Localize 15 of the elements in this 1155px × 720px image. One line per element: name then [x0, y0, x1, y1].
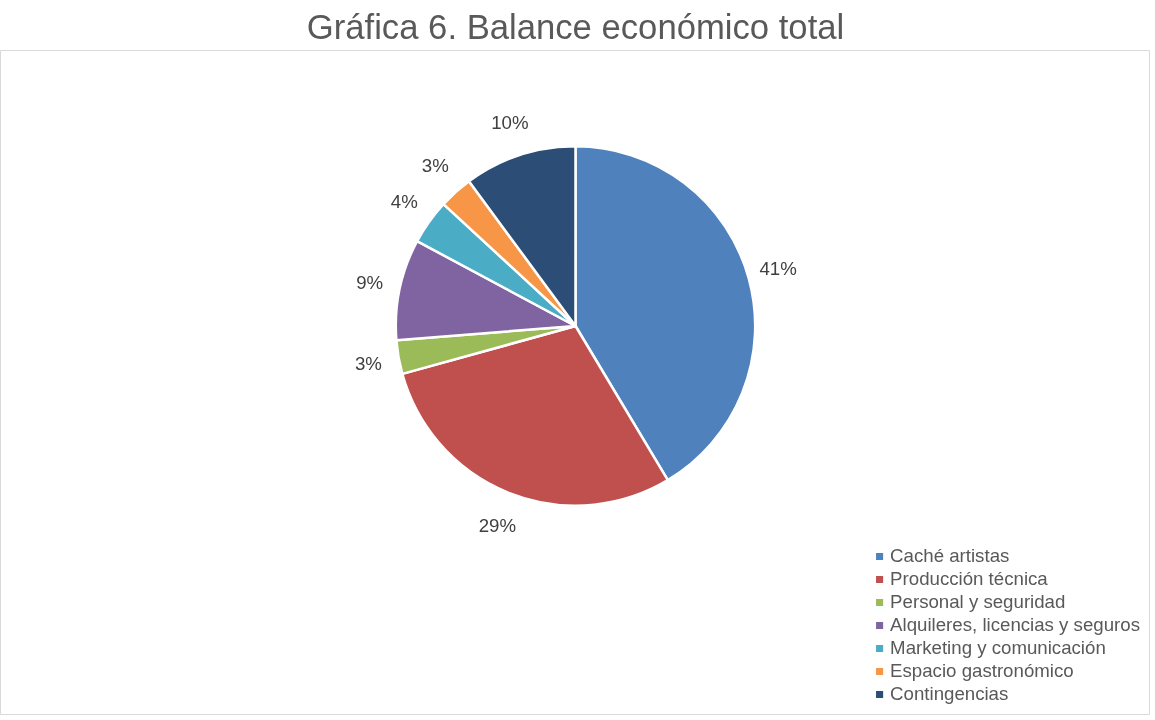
legend-label: Caché artistas	[890, 545, 1010, 567]
data-label: 3%	[354, 352, 382, 374]
data-label: 41%	[759, 258, 797, 280]
chart-title: Gráfica 6. Balance económico total	[306, 7, 845, 46]
data-label: 29%	[478, 514, 517, 536]
legend-label: Producción técnica	[890, 568, 1048, 590]
data-label: 10%	[491, 111, 529, 133]
legend-label: Marketing y comunicación	[890, 637, 1106, 659]
legend-label: Contingencias	[890, 683, 1009, 705]
legend-label: Espacio gastronómico	[890, 660, 1074, 682]
data-label: 9%	[356, 271, 384, 293]
data-label: 3%	[421, 155, 449, 177]
legend-label: Personal y seguridad	[890, 591, 1066, 613]
legend-label: Alquileres, licencias y seguros	[890, 614, 1140, 636]
data-label: 4%	[390, 190, 418, 212]
